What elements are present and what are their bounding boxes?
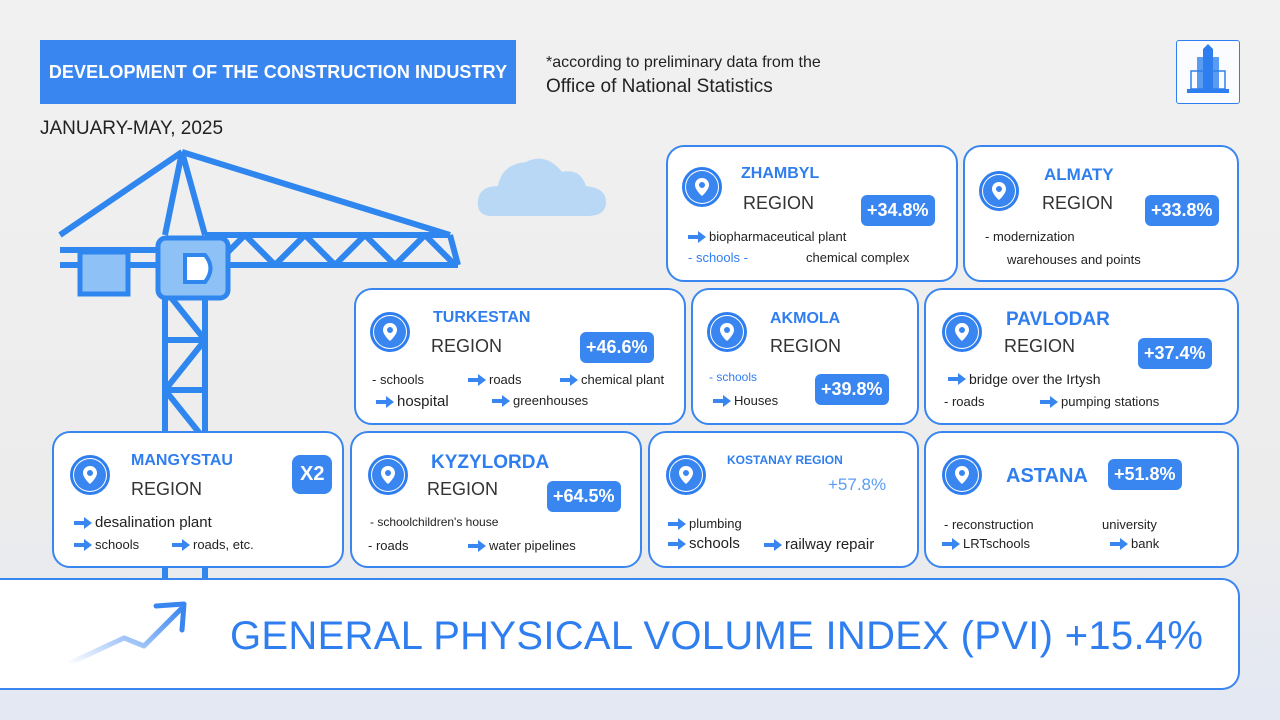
list-item: - schoolchildren's house [370, 515, 499, 529]
region-name: ZHAMBYL [741, 165, 820, 182]
list-item: - modernization [985, 229, 1075, 244]
pvi-banner [0, 578, 1240, 690]
arrow-right-icon [560, 373, 578, 386]
region-name: ASTANA [1006, 465, 1088, 487]
list-item: - schools - [688, 250, 748, 265]
pvi-headline: GENERAL PHYSICAL VOLUME INDEX (PVI) +15.… [230, 614, 1204, 658]
growth-badge: X2 [292, 455, 333, 494]
period-label: JANUARY-MAY, 2025 [40, 118, 224, 139]
arrow-right-icon [492, 394, 510, 407]
growth-badge: +37.4% [1138, 338, 1212, 369]
list-item: warehouses and points [1007, 252, 1141, 267]
list-item: - roads [368, 538, 409, 553]
location-pin-icon [682, 167, 722, 207]
arrow-right-icon [376, 395, 394, 408]
list-item: - roads [944, 394, 985, 409]
list-item: chemical plant [560, 372, 664, 387]
list-item: bridge over the Irtysh [948, 371, 1101, 387]
list-item: university [1102, 517, 1157, 532]
region-sub: REGION [131, 479, 203, 499]
list-item: water pipelines [468, 538, 576, 553]
list-item: - reconstruction [944, 517, 1034, 532]
growth-badge: +33.8% [1145, 195, 1219, 226]
growth-badge: +64.5% [547, 481, 621, 512]
region-sub: REGION [770, 336, 842, 356]
region-name: AKMOLA [770, 310, 841, 327]
region-name: KYZYLORDA [431, 452, 550, 473]
region-name: MANGYSTAU [131, 452, 233, 469]
growth-badge: +46.6% [580, 332, 654, 363]
region-sub: REGION [743, 193, 815, 213]
list-item: plumbing [668, 516, 742, 531]
list-item: LRTschools [942, 536, 1030, 551]
region-card-almaty: ALMATY REGION +33.8% - modernization war… [963, 145, 1239, 282]
location-pin-icon [368, 455, 408, 495]
region-card-kyzylorda: KYZYLORDA REGION +64.5% - schoolchildren… [350, 431, 642, 568]
list-item: railway repair [764, 536, 874, 553]
arrow-right-icon [948, 373, 966, 385]
arrow-right-icon [1110, 537, 1128, 550]
trend-up-arrow-icon [66, 601, 187, 667]
arrow-right-icon [468, 373, 486, 386]
location-pin-icon [942, 455, 982, 495]
arrow-right-icon [688, 230, 706, 243]
cloud-illustration [477, 158, 606, 216]
location-pin-icon [979, 171, 1019, 211]
list-item: greenhouses [492, 393, 588, 408]
region-card-mangystau: MANGYSTAU REGION X2 desalination plant s… [52, 431, 344, 568]
list-item: - schools [709, 370, 758, 384]
arrow-right-icon [668, 517, 686, 530]
location-pin-icon [370, 312, 410, 352]
region-card-astana: ASTANA +51.8% - reconstruction universit… [924, 431, 1239, 568]
region-sub: REGION [427, 479, 499, 499]
list-item: bank [1110, 536, 1159, 551]
list-item: roads, etc. [172, 537, 254, 552]
region-card-zhambyl: ZHAMBYL REGION +34.8% biopharmaceutical … [666, 145, 958, 282]
region-card-pavlodar: PAVLODAR REGION +37.4% bridge over the I… [924, 288, 1239, 425]
source-note-line1: *according to preliminary data from the [546, 54, 821, 71]
growth-badge: +39.8% [815, 374, 889, 405]
arrow-right-icon [172, 538, 190, 551]
arrow-right-icon [668, 537, 686, 550]
arrow-right-icon [74, 516, 92, 529]
growth-badge: +34.8% [861, 195, 935, 226]
region-name: TURKESTAN [433, 309, 531, 326]
list-item: hospital [376, 393, 449, 410]
arrow-right-icon [713, 394, 731, 407]
region-name: KOSTANAY REGION [727, 453, 843, 467]
arrow-right-icon [468, 539, 486, 552]
arrow-right-icon [1040, 395, 1058, 408]
source-note-line2: Office of National Statistics [546, 76, 773, 97]
region-card-akmola: AKMOLA REGION - schools +39.8% Houses [691, 288, 919, 425]
region-card-turkestan: TURKESTAN REGION +46.6% - schools roads … [354, 288, 686, 425]
arrow-right-icon [764, 538, 782, 551]
growth-badge: +51.8% [1108, 459, 1182, 490]
region-sub: REGION [1004, 336, 1076, 356]
growth-value: +57.8% [828, 475, 887, 494]
list-item: - schools [372, 372, 425, 387]
location-pin-icon [70, 455, 110, 495]
arrow-right-icon [74, 538, 92, 551]
location-pin-icon [707, 312, 747, 352]
list-item: pumping stations [1040, 394, 1159, 409]
location-pin-icon [942, 312, 982, 352]
list-item: schools [668, 535, 740, 552]
list-item: schools [74, 537, 139, 552]
region-sub: REGION [1042, 193, 1114, 213]
region-name: PAVLODAR [1006, 309, 1110, 330]
list-item: Houses [713, 393, 778, 408]
region-card-kostanay: KOSTANAY REGION +57.8% plumbing schools … [648, 431, 919, 568]
list-item: roads [468, 372, 522, 387]
list-item: chemical complex [806, 250, 910, 265]
region-sub: REGION [431, 336, 503, 356]
arrow-right-icon [942, 537, 960, 550]
location-pin-icon [666, 455, 706, 495]
page-title: DEVELOPMENT OF THE CONSTRUCTION INDUSTRY [40, 40, 516, 104]
region-name: ALMATY [1044, 165, 1114, 184]
list-item: biopharmaceutical plant [688, 229, 846, 244]
list-item: desalination plant [74, 514, 212, 531]
building-logo-icon [1176, 40, 1240, 104]
